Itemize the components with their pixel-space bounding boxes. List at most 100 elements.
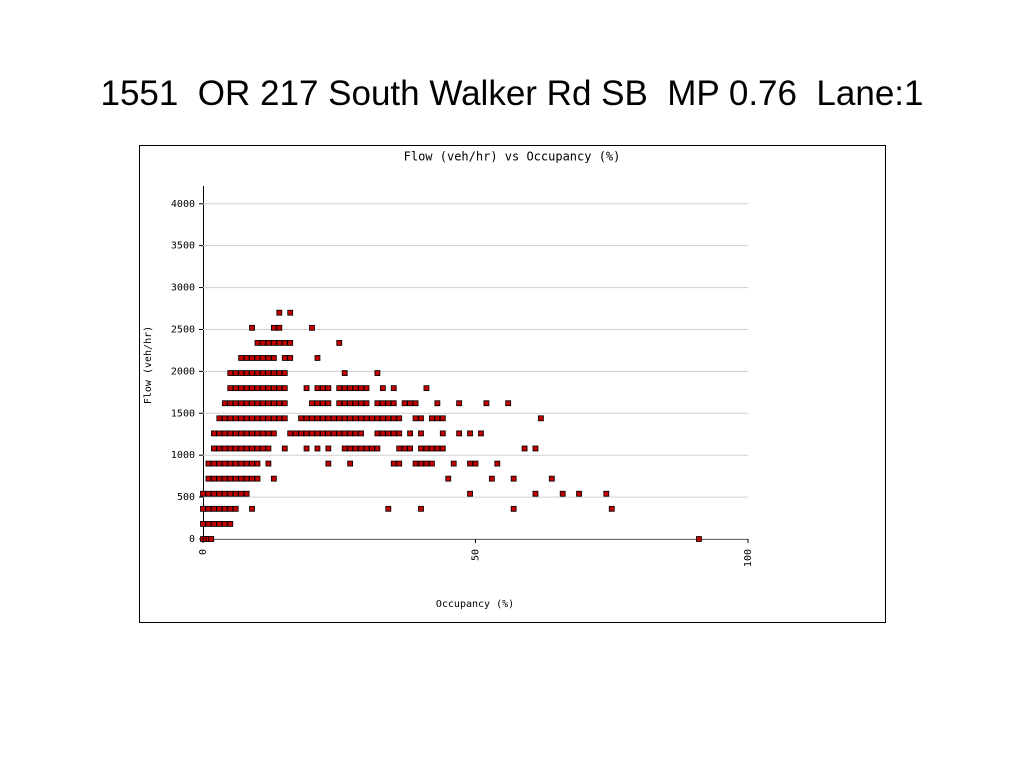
point — [260, 370, 266, 376]
point — [238, 460, 245, 467]
point — [216, 460, 223, 467]
point — [423, 385, 430, 392]
point — [281, 400, 288, 407]
point — [232, 505, 239, 512]
point — [336, 339, 343, 346]
point — [254, 339, 261, 346]
point — [352, 415, 359, 422]
point — [488, 475, 495, 482]
point — [270, 415, 277, 422]
point — [390, 400, 397, 407]
point — [576, 490, 582, 497]
point — [205, 475, 212, 482]
point — [696, 536, 702, 542]
point — [330, 415, 337, 422]
point — [210, 475, 217, 482]
point — [216, 490, 223, 497]
point — [314, 385, 321, 392]
point — [265, 355, 272, 361]
point — [505, 400, 512, 407]
point — [347, 400, 354, 407]
y-tick-label: 1000 — [171, 450, 195, 461]
point — [260, 445, 266, 452]
chart-title: Flow (veh/hr) vs Occupancy (%) — [404, 150, 621, 164]
point — [254, 445, 261, 452]
point — [232, 370, 239, 376]
point — [265, 385, 272, 392]
point — [548, 475, 555, 482]
point — [249, 505, 255, 512]
point — [221, 415, 228, 422]
point — [254, 400, 261, 407]
point — [227, 445, 234, 452]
point — [472, 460, 479, 467]
point — [358, 415, 364, 422]
point — [358, 430, 364, 437]
y-tick-label: 2500 — [171, 324, 195, 335]
point — [221, 445, 228, 452]
point — [254, 355, 261, 361]
point — [303, 445, 310, 452]
point — [227, 475, 234, 482]
point — [208, 536, 215, 542]
point — [276, 415, 283, 422]
point — [363, 415, 370, 422]
point — [336, 430, 343, 437]
point — [270, 324, 277, 331]
point — [319, 415, 326, 422]
point — [260, 415, 266, 422]
point — [559, 490, 566, 497]
point — [298, 415, 305, 422]
point — [227, 460, 234, 467]
point — [232, 445, 239, 452]
point — [243, 445, 250, 452]
point — [221, 430, 228, 437]
y-axis-label: Flow (veh/hr) — [143, 326, 154, 404]
point — [281, 415, 288, 422]
point — [221, 460, 228, 467]
point — [532, 445, 539, 452]
point — [363, 385, 370, 392]
point — [265, 430, 272, 437]
point — [374, 445, 381, 452]
point — [249, 400, 255, 407]
point — [374, 415, 381, 422]
point — [281, 385, 288, 392]
point — [467, 430, 473, 437]
point — [325, 385, 332, 392]
point — [249, 445, 255, 452]
point — [358, 400, 364, 407]
point — [385, 430, 392, 437]
point — [260, 355, 266, 361]
point — [249, 475, 255, 482]
point — [238, 370, 245, 376]
point — [467, 490, 473, 497]
point — [439, 430, 446, 437]
point — [287, 355, 294, 361]
point — [232, 400, 239, 407]
point — [510, 505, 517, 512]
point — [412, 400, 419, 407]
point — [200, 490, 206, 497]
point — [510, 475, 517, 482]
point — [232, 475, 239, 482]
point — [374, 430, 381, 437]
point — [418, 415, 424, 422]
point — [287, 309, 294, 316]
point — [396, 415, 403, 422]
point — [254, 460, 261, 467]
y-tick-label: 3000 — [171, 283, 195, 294]
point — [314, 400, 321, 407]
point — [412, 415, 419, 422]
point — [254, 415, 261, 422]
point — [270, 385, 277, 392]
point — [210, 460, 217, 467]
point — [243, 460, 250, 467]
point — [216, 415, 223, 422]
point — [298, 430, 305, 437]
point — [407, 400, 414, 407]
point — [227, 370, 234, 376]
point — [221, 400, 228, 407]
point — [270, 400, 277, 407]
